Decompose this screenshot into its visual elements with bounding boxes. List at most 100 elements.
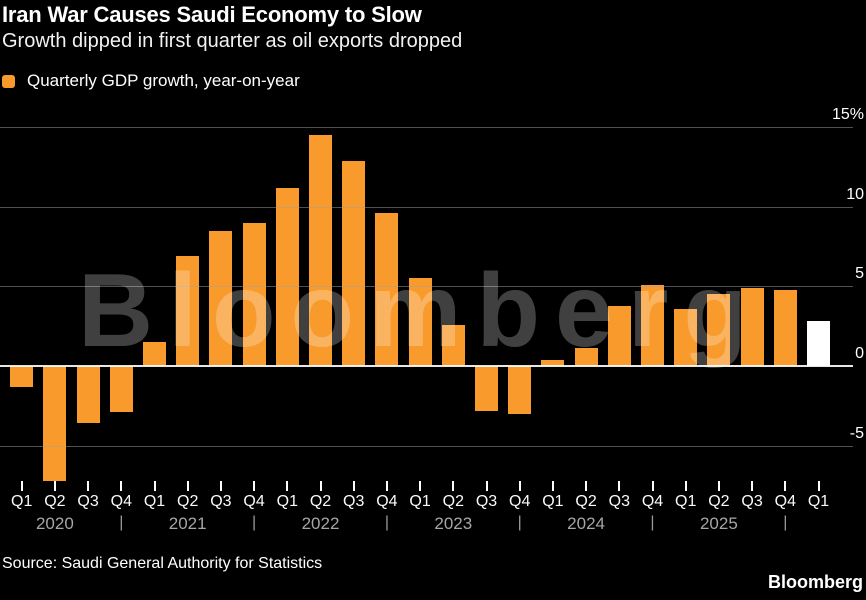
gridline-15 (0, 127, 853, 129)
quarter-label: Q2 (708, 493, 730, 510)
quarter-label: Q4 (641, 493, 664, 510)
year-separator: | (650, 514, 655, 531)
year-label-2023: 2023 (434, 514, 473, 533)
x-tick (286, 481, 289, 491)
year-separator: | (119, 514, 124, 531)
quarter-label: Q4 (376, 493, 398, 510)
bar-q2-2023 (441, 324, 465, 366)
x-tick (219, 481, 222, 491)
bar-q2-2024 (574, 348, 598, 366)
y-axis-label-15: 15% (831, 106, 864, 124)
bar-q2-2020 (43, 366, 67, 481)
bar-q4-2023 (508, 366, 532, 414)
quarter-label: Q2 (442, 493, 464, 510)
bar-q1-2020 (10, 366, 34, 387)
x-tick (385, 481, 388, 491)
year-separator: | (783, 514, 788, 531)
year-label-2022: 2022 (301, 514, 340, 533)
bar-q1-2025 (674, 308, 698, 366)
x-tick (53, 481, 56, 491)
bar-q3-2021 (209, 230, 233, 366)
quarter-label: Q3 (77, 493, 99, 510)
x-tick (352, 481, 355, 491)
zero-axis-line (0, 365, 853, 367)
x-tick (684, 481, 687, 491)
gridline-5 (0, 286, 853, 288)
quarter-label: Q3 (608, 493, 630, 510)
x-tick (419, 481, 422, 491)
gridline-10 (0, 206, 853, 208)
bar-q1-2026 (807, 321, 830, 366)
year-label-2025: 2025 (699, 514, 738, 533)
y-axis-label-10: 10 (846, 185, 864, 203)
quarter-label: Q1 (11, 493, 33, 510)
chart-title: Iran War Causes Saudi Economy to Slow (2, 2, 422, 27)
y-axis-label-0: 0 (855, 345, 864, 362)
bar-q4-2025 (773, 289, 797, 366)
x-tick (751, 481, 754, 491)
x-tick (717, 481, 720, 491)
quarter-label: Q1 (276, 493, 298, 510)
quarter-label: Q1 (807, 493, 830, 510)
bar-q3-2023 (475, 366, 498, 411)
x-tick (20, 481, 23, 491)
chart-subtitle: Growth dipped in first quarter as oil ex… (2, 30, 463, 52)
x-tick (485, 481, 488, 491)
x-tick (253, 481, 256, 491)
x-tick (651, 481, 654, 491)
x-tick (452, 481, 455, 491)
quarter-label: Q1 (409, 493, 431, 510)
year-label-2021: 2021 (168, 514, 207, 533)
quarter-label: Q1 (675, 493, 697, 510)
bar-q3-2020 (76, 366, 100, 424)
bar-q3-2025 (740, 287, 764, 366)
bar-q4-2022 (375, 213, 399, 366)
quarter-label: Q3 (343, 493, 365, 510)
x-tick (585, 481, 588, 491)
bar-q4-2024 (641, 284, 664, 366)
x-tick (186, 481, 189, 491)
bar-q1-2021 (143, 342, 166, 366)
legend: Quarterly GDP growth, year-on-year (2, 71, 300, 91)
x-tick (319, 481, 322, 491)
bar-q3-2022 (342, 160, 366, 366)
x-tick (87, 481, 90, 491)
source-note: Source: Saudi General Authority for Stat… (2, 555, 323, 572)
legend-swatch-icon (2, 74, 15, 88)
bar-q1-2024 (541, 359, 565, 366)
quarter-label: Q1 (542, 493, 564, 510)
bar-q4-2021 (242, 222, 266, 366)
year-separator: | (252, 514, 257, 531)
quarter-label: Q3 (475, 493, 498, 510)
x-tick (784, 481, 787, 491)
quarter-label: Q2 (575, 493, 597, 510)
quarter-label: Q3 (210, 493, 232, 510)
quarter-label: Q4 (243, 493, 265, 510)
x-tick (518, 481, 521, 491)
x-tick (153, 481, 156, 491)
bar-q2-2025 (707, 294, 731, 366)
bar-q4-2020 (109, 366, 133, 413)
quarter-label: Q4 (110, 493, 132, 510)
bar-q1-2023 (408, 278, 432, 366)
y-axis-label-5: 5 (855, 265, 864, 283)
bar-q2-2022 (309, 135, 332, 366)
legend-label: Quarterly GDP growth, year-on-year (27, 71, 300, 90)
x-tick (618, 481, 621, 491)
bar-q2-2021 (176, 256, 200, 366)
quarter-label: Q3 (741, 493, 763, 510)
bar-q3-2024 (607, 305, 631, 366)
quarter-label: Q2 (177, 493, 199, 510)
x-tick (120, 481, 123, 491)
year-separator: | (384, 514, 389, 531)
x-tick (817, 481, 820, 491)
gridline--5 (0, 445, 853, 447)
year-label-2024: 2024 (567, 514, 605, 533)
quarter-label: Q4 (509, 493, 531, 510)
x-tick (551, 481, 554, 491)
bar-q1-2022 (275, 187, 299, 366)
quarter-label: Q2 (309, 493, 332, 510)
y-axis-label--5: -5 (849, 424, 864, 442)
